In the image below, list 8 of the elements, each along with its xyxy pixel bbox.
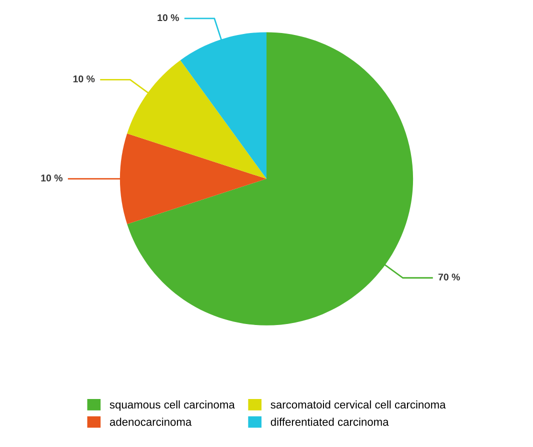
data-label: 10 % [158, 14, 179, 22]
data-label: 10 % [41, 174, 63, 182]
legend-label: adenocarcinoma [110, 418, 192, 426]
legend-label: sarcomatoid cervical cell carcinoma [270, 400, 446, 409]
data-label: 10 % [73, 75, 95, 82]
legend-label: squamous cell carcinoma [110, 400, 235, 411]
data-label: 70 % [438, 274, 460, 280]
legend-label: differentiated carcinoma [270, 418, 389, 426]
